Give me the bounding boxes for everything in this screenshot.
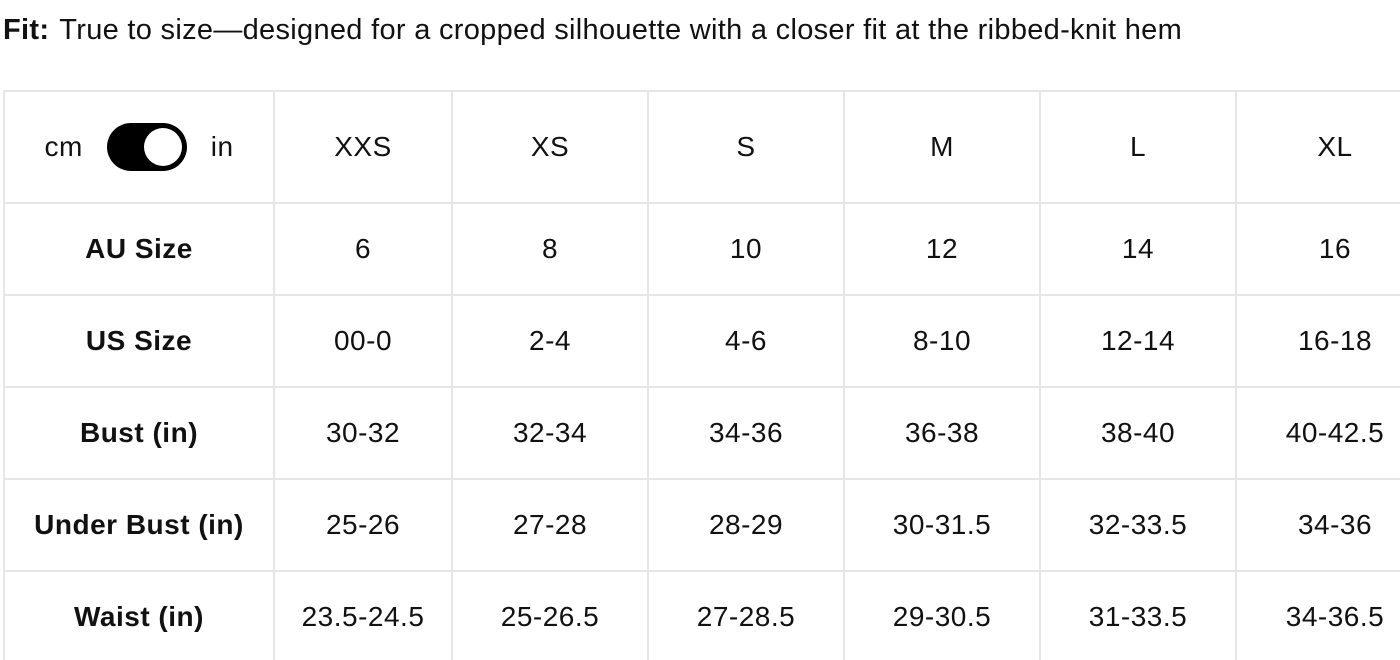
size-cell: 32-34	[451, 386, 649, 480]
size-row: Waist (in) 23.5-24.5 25-26.5 27-28.5 29-30.5…	[3, 570, 1400, 660]
size-cell: 38-40	[1039, 386, 1237, 480]
row-label: Bust (in)	[3, 386, 275, 480]
size-cell: 34-36	[1235, 478, 1400, 572]
size-cell: 8	[451, 202, 649, 296]
size-cell: 34-36	[647, 386, 845, 480]
size-cell: 14	[1039, 202, 1237, 296]
size-cell: 31-33.5	[1039, 570, 1237, 660]
size-cell: 16-18	[1235, 294, 1400, 388]
size-cell: 4-6	[647, 294, 845, 388]
size-cell: 6	[273, 202, 453, 296]
size-header: M	[843, 90, 1041, 204]
size-header: XXS	[273, 90, 453, 204]
row-label: US Size	[3, 294, 275, 388]
unit-toggle-cell: cm in	[3, 90, 275, 204]
size-cell: 32-33.5	[1039, 478, 1237, 572]
size-cell: 36-38	[843, 386, 1041, 480]
size-row: Bust (in) 30-32 32-34 34-36 36-38 38-40 40-42.…	[3, 386, 1400, 480]
size-cell: 12-14	[1039, 294, 1237, 388]
size-row: US Size 00-0 2-4 4-6 8-10 12-14 16-18	[3, 294, 1400, 388]
size-cell: 8-10	[843, 294, 1041, 388]
size-cell: 10	[647, 202, 845, 296]
size-row: Under Bust (in) 25-26 27-28 28-29 30-31.5 32-…	[3, 478, 1400, 572]
size-cell: 23.5-24.5	[273, 570, 453, 660]
size-header: S	[647, 90, 845, 204]
size-cell: 2-4	[451, 294, 649, 388]
fit-note: Fit: True to size—designed for a cropped …	[3, 14, 1182, 47]
row-label: AU Size	[3, 202, 275, 296]
fit-label: Fit:	[3, 14, 50, 46]
size-table-wrap: cm in XXS XS S M L XL AU Size 6 8 10 12 14 16 US Siz…	[3, 90, 1400, 660]
size-cell: 00-0	[273, 294, 453, 388]
size-cell: 16	[1235, 202, 1400, 296]
size-row: AU Size 6 8 10 12 14 16	[3, 202, 1400, 296]
row-label: Waist (in)	[3, 570, 275, 660]
header-row: cm in XXS XS S M L XL	[3, 90, 1400, 204]
size-cell: 25-26.5	[451, 570, 649, 660]
fit-text: True to size—designed for a cropped silh…	[59, 14, 1183, 46]
size-cell: 12	[843, 202, 1041, 296]
size-cell: 27-28	[451, 478, 649, 572]
size-header: XL	[1235, 90, 1400, 204]
size-cell: 40-42.5	[1235, 386, 1400, 480]
size-cell: 29-30.5	[843, 570, 1041, 660]
size-cell: 34-36.5	[1235, 570, 1400, 660]
size-cell: 30-31.5	[843, 478, 1041, 572]
size-cell: 30-32	[273, 386, 453, 480]
size-cell: 27-28.5	[647, 570, 845, 660]
unit-cm[interactable]: cm	[44, 131, 83, 162]
row-label: Under Bust (in)	[3, 478, 275, 572]
size-cell: 25-26	[273, 478, 453, 572]
size-header: L	[1039, 90, 1237, 204]
size-header: XS	[451, 90, 649, 204]
unit-in[interactable]: in	[210, 131, 234, 162]
size-cell: 28-29	[647, 478, 845, 572]
unit-switch[interactable]	[106, 123, 187, 171]
size-table: cm in XXS XS S M L XL AU Size 6 8 10 12 14 16 US Siz…	[3, 90, 1400, 660]
